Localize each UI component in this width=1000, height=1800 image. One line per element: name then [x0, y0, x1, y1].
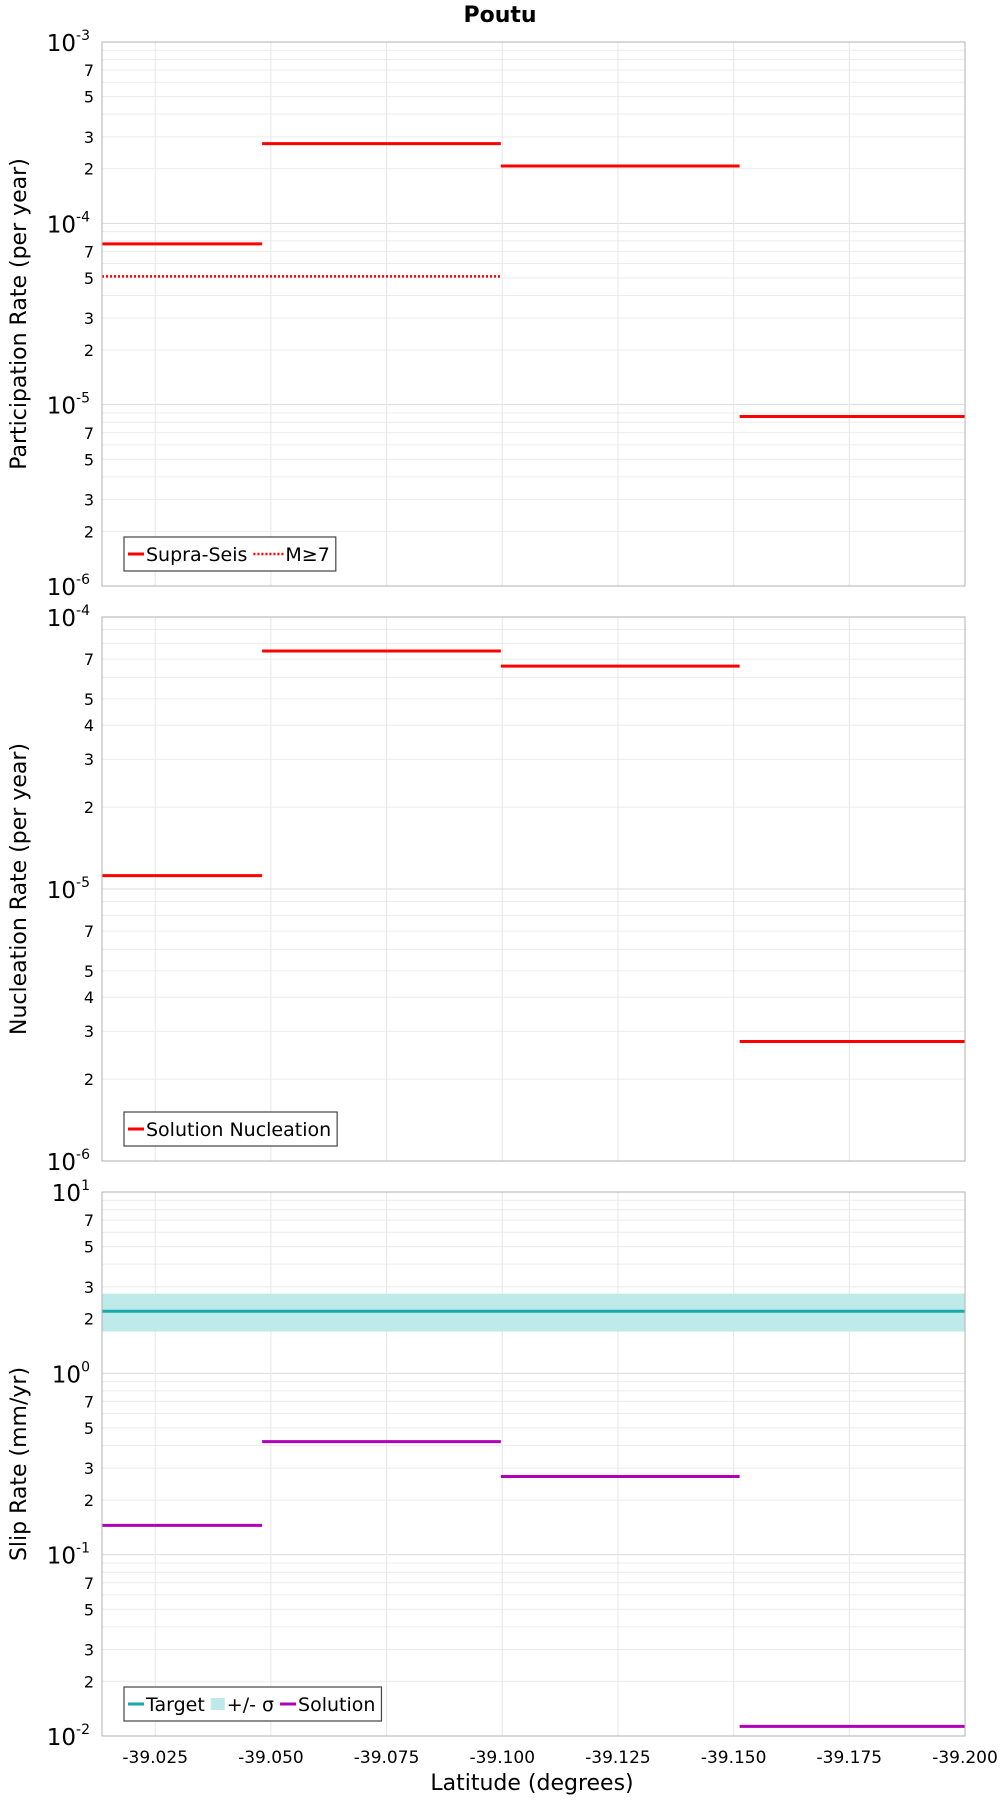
legend-label-1: Target [145, 1694, 205, 1716]
y-minor-tick-label: 2 [84, 1491, 94, 1510]
legend-box [123, 1111, 338, 1147]
y-minor-tick-label: 7 [84, 650, 94, 669]
y-minor-tick-label: 7 [84, 424, 94, 443]
y-tick-label: 10-4 [47, 603, 90, 632]
y-minor-tick-label: 5 [84, 1419, 94, 1438]
x-axis-label: Latitude (degrees) [430, 1771, 633, 1796]
y-minor-tick-label: 5 [84, 690, 94, 709]
chart-title: Poutu [463, 3, 536, 28]
y-minor-tick-label: 5 [84, 450, 94, 469]
y-minor-tick-label: 3 [84, 1022, 94, 1041]
x-tick-label: -39.125 [585, 1748, 651, 1768]
y-tick-label: 10-4 [47, 209, 90, 238]
legend-box [123, 536, 337, 572]
y-minor-tick-label: 2 [84, 341, 94, 360]
legend-swatch-2 [210, 1698, 225, 1710]
plot-frame [101, 1191, 966, 1737]
chart-panel-1: 10-6 10-5 10-4 10-3 2 3 5 7 2 3 5 7 2 3 5 7 Participatio… [7, 28, 966, 601]
y-minor-tick-label: 7 [84, 61, 94, 80]
y-minor-tick-label: 2 [84, 798, 94, 817]
y-minor-tick-label: 5 [84, 962, 94, 981]
legend-label-3: Solution [298, 1694, 375, 1716]
y-tick-label: 10-1 [47, 1541, 90, 1570]
legend: Supra-Seis M≥7 [123, 536, 337, 572]
y-minor-tick-label: 2 [84, 1672, 94, 1691]
legend: Solution Nucleation [123, 1111, 338, 1147]
x-tick-label: -39.075 [354, 1748, 420, 1768]
y-tick-label: 101 [52, 1178, 90, 1207]
y-tick-label: 10-5 [47, 875, 90, 904]
y-minor-tick-label: 7 [84, 242, 94, 261]
y-tick-label: 10-2 [47, 1722, 90, 1751]
chart-panel-2: 10-6 10-5 10-4 2 3 4 5 7 2 3 4 5 7 Nucleation Rate (p… [7, 603, 966, 1176]
y-minor-tick-label: 7 [84, 922, 94, 941]
y-minor-tick-label: 2 [84, 1070, 94, 1089]
legend-label-1: Solution Nucleation [146, 1119, 331, 1141]
y-minor-tick-label: 3 [84, 1459, 94, 1478]
plot-area [102, 42, 965, 586]
y-axis-label: Nucleation Rate (per year) [7, 743, 32, 1035]
legend-box [123, 1686, 383, 1722]
legend: Target +/- σ Solution [123, 1686, 383, 1722]
plot-frame [101, 41, 966, 587]
y-minor-tick-label: 7 [84, 1211, 94, 1230]
y-minor-tick-label: 5 [84, 88, 94, 107]
y-axis-label: Slip Rate (mm/yr) [7, 1367, 32, 1561]
x-tick-label: -39.025 [122, 1748, 188, 1768]
y-tick-label: 10-6 [47, 572, 90, 601]
chart-panel-3: 10-2 10-1 100 101 2 3 5 7 2 3 5 7 2 3 5 7 Slip Rate (mm/… [7, 1178, 998, 1768]
y-minor-tick-label: 2 [84, 522, 94, 541]
y-tick-label: 100 [52, 1359, 90, 1388]
legend-label-1: Supra-Seis [146, 544, 247, 566]
y-minor-tick-label: 5 [84, 1600, 94, 1619]
y-axis-label: Participation Rate (per year) [7, 158, 32, 470]
y-minor-tick-label: 3 [84, 309, 94, 328]
y-minor-tick-label: 3 [84, 128, 94, 147]
legend-label-2: +/- σ [227, 1694, 274, 1716]
y-minor-tick-label: 2 [84, 160, 94, 179]
y-tick-label: 10-5 [47, 391, 90, 420]
y-minor-tick-label: 4 [84, 716, 94, 735]
y-minor-tick-label: 3 [84, 1278, 94, 1297]
y-minor-tick-label: 3 [84, 750, 94, 769]
x-tick-label: -39.200 [932, 1748, 998, 1768]
x-tick-label: -39.175 [817, 1748, 883, 1768]
y-tick-label: 10-6 [47, 1147, 90, 1176]
x-tick-label: -39.050 [238, 1748, 304, 1768]
plot-frame [101, 616, 966, 1162]
y-minor-tick-label: 4 [84, 988, 94, 1007]
y-tick-label: 10-3 [47, 28, 90, 57]
legend-label-2: M≥7 [285, 544, 329, 566]
y-minor-tick-label: 7 [84, 1392, 94, 1411]
plot-area [102, 1192, 965, 1736]
y-minor-tick-label: 7 [84, 1574, 94, 1593]
y-minor-tick-label: 5 [84, 269, 94, 288]
y-minor-tick-label: 3 [84, 490, 94, 509]
y-minor-tick-label: 3 [84, 1640, 94, 1659]
y-minor-tick-label: 2 [84, 1310, 94, 1329]
x-tick-label: -39.150 [701, 1748, 767, 1768]
chart-panels: 10-6 10-5 10-4 10-3 2 3 5 7 2 3 5 7 2 3 5 7 Participatio… [7, 28, 998, 1768]
y-minor-tick-label: 5 [84, 1238, 94, 1257]
x-tick-label: -39.100 [469, 1748, 535, 1768]
